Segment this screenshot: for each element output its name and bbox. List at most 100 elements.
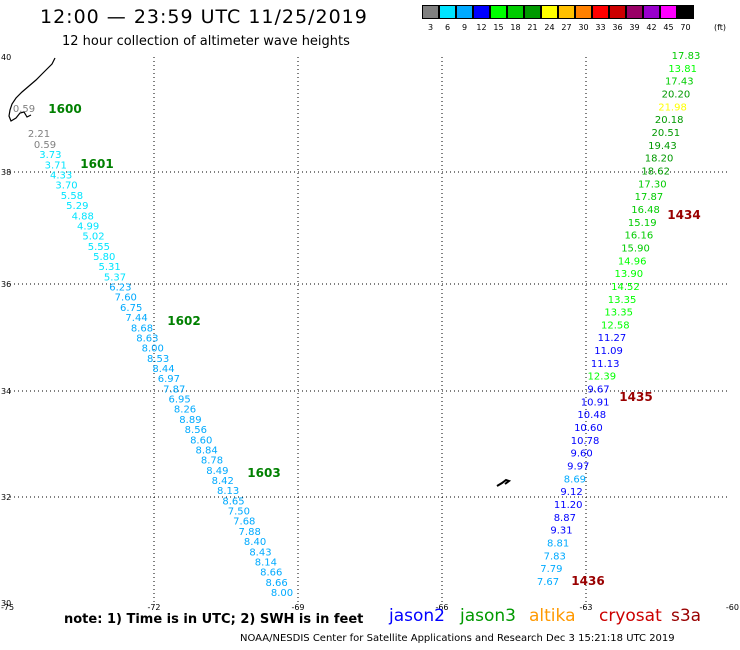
wave-height-value: 8.89 <box>179 415 201 426</box>
note-text: note: 1) Time is in UTC; 2) SWH is in fe… <box>64 612 364 627</box>
wave-height-value: 21.98 <box>658 102 687 113</box>
y-tick-label: 38 <box>1 168 11 177</box>
wave-height-value: 13.81 <box>668 64 697 75</box>
wave-height-value: 0.59 <box>34 140 56 151</box>
legend-label: 70 <box>680 23 691 32</box>
wave-height-value: 18.62 <box>641 166 670 177</box>
legend-cell: 15 <box>490 5 507 33</box>
pass-time-label: 1435 <box>619 390 652 404</box>
legend-label: 9 <box>461 23 468 32</box>
wave-height-value: 10.60 <box>574 423 603 434</box>
pass-time-label: 1603 <box>247 466 280 480</box>
legend-swatch <box>643 5 660 19</box>
wave-height-value: 8.42 <box>212 476 234 487</box>
wave-height-value: 8.81 <box>547 539 569 550</box>
wave-height-value: 13.35 <box>604 308 633 319</box>
wave-height-value: 4.99 <box>77 221 99 232</box>
legend-cell: 24 <box>541 5 558 33</box>
wave-height-value: 8.65 <box>222 496 244 507</box>
y-tick-label: 34 <box>1 387 11 396</box>
legend-cell: 36 <box>609 5 626 33</box>
legend-cell: 45 <box>660 5 677 33</box>
legend-label: 12 <box>476 23 487 32</box>
wave-height-value: 8.40 <box>244 537 266 548</box>
legend-swatch <box>558 5 575 19</box>
wave-height-value: 17.83 <box>672 51 701 62</box>
y-tick-label: 40 <box>1 53 11 62</box>
wave-height-value: 12.39 <box>588 372 617 383</box>
pass-time-label: 1436 <box>571 574 604 588</box>
legend-label: 30 <box>578 23 589 32</box>
wave-height-value: 3.70 <box>55 181 77 192</box>
legend-swatch <box>660 5 677 19</box>
wave-height-value: 9.31 <box>550 526 572 537</box>
wave-height-value: 10.78 <box>571 436 600 447</box>
wave-height-value: 6.23 <box>109 283 131 294</box>
satellite-label: s3a <box>671 606 702 626</box>
wave-height-value: 19.43 <box>648 141 677 152</box>
wave-height-value: 7.50 <box>228 507 250 518</box>
wave-height-value: 8.00 <box>142 344 164 355</box>
wave-height-value: 5.55 <box>88 242 110 253</box>
wave-height-value: 8.00 <box>271 588 293 599</box>
wave-height-value: 8.14 <box>255 557 277 568</box>
wave-height-value: 16.16 <box>625 231 654 242</box>
wave-height-value: 8.68 <box>131 323 153 334</box>
legend-swatch <box>422 5 439 19</box>
wave-height-value: 18.20 <box>645 154 674 165</box>
wave-height-value: 9.60 <box>571 449 593 460</box>
legend-label: 33 <box>595 23 606 32</box>
x-tick-label: -60 <box>726 603 739 612</box>
y-tick-label: 32 <box>1 493 11 502</box>
legend-swatch <box>592 5 609 19</box>
x-tick-label: -72 <box>147 603 160 612</box>
legend-cell: 9 <box>456 5 473 33</box>
pass-time-label: 1602 <box>167 314 200 328</box>
legend-swatch <box>677 5 694 19</box>
wave-height-value: 8.87 <box>554 513 576 524</box>
legend-cell: 21 <box>524 5 541 33</box>
wave-height-value: 17.43 <box>665 77 694 88</box>
wave-height-value: 7.83 <box>544 551 566 562</box>
wave-height-value: 3.71 <box>45 160 67 171</box>
legend-cell: 42 <box>643 5 660 33</box>
legend-swatch <box>439 5 456 19</box>
wave-height-value: 5.31 <box>99 262 121 273</box>
legend-label: 3 <box>427 23 434 32</box>
legend-swatch <box>541 5 558 19</box>
wave-height-value: 4.88 <box>72 211 94 222</box>
legend-swatch <box>507 5 524 19</box>
wave-height-value: 20.20 <box>662 89 691 100</box>
wave-height-value: 8.13 <box>217 486 239 497</box>
wave-height-value: 8.43 <box>249 547 271 558</box>
wave-height-value: 17.87 <box>635 192 664 203</box>
wave-height-value: 13.35 <box>608 295 637 306</box>
wave-height-value: 8.60 <box>190 435 212 446</box>
legend-swatch <box>456 5 473 19</box>
wave-height-value: 8.66 <box>265 578 287 589</box>
satellite-label: jason3 <box>460 606 516 626</box>
legend-label: 6 <box>444 23 451 32</box>
pass-time-label: 1434 <box>667 208 700 222</box>
x-tick-label: -75 <box>1 603 14 612</box>
island <box>496 478 512 487</box>
pass-time-label: 1600 <box>48 102 81 116</box>
wave-height-value: 15.19 <box>628 218 657 229</box>
wave-height-value: 11.09 <box>594 346 623 357</box>
wave-height-value: 15.90 <box>621 243 650 254</box>
legend-cell: 6 <box>439 5 456 33</box>
pass-time-label: 1601 <box>80 157 113 171</box>
legend-label: 27 <box>561 23 572 32</box>
y-tick-label: 30 <box>1 599 11 608</box>
x-tick-label: -63 <box>579 603 592 612</box>
x-tick-label: -66 <box>435 603 448 612</box>
wave-height-value: 8.49 <box>206 466 228 477</box>
wave-height-value: 11.20 <box>554 500 583 511</box>
legend-swatch <box>575 5 592 19</box>
wave-height-value: 8.44 <box>152 364 174 375</box>
wave-height-value: 14.96 <box>618 256 647 267</box>
wave-height-value: 8.78 <box>201 456 223 467</box>
legend-label: 18 <box>510 23 521 32</box>
wave-height-value: 7.67 <box>537 577 559 588</box>
